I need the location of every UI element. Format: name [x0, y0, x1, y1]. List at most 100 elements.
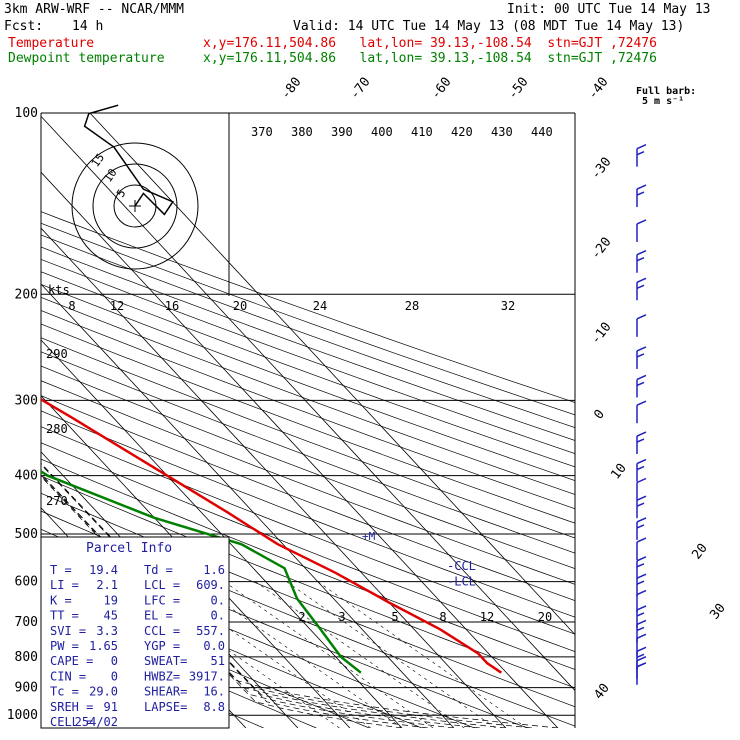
- hodograph-unit-label: kts: [48, 283, 70, 297]
- wind-barb-flag: [636, 633, 647, 639]
- wind-barb-flag: [636, 605, 647, 611]
- mixing-ratio-label: 8: [439, 610, 446, 624]
- parcel-value: 3917.: [189, 669, 225, 683]
- dry-adiabat: [41, 587, 370, 728]
- parcel-value: 3.3: [96, 624, 118, 638]
- isobar-label: 700: [15, 615, 38, 630]
- theta-e-label: 290: [46, 347, 68, 361]
- mixing-ratio-label: 28: [405, 299, 419, 313]
- wind-barb-flag: [636, 556, 647, 562]
- parcel-value: 254/02: [75, 715, 118, 729]
- isotherm-label: -50: [505, 75, 531, 103]
- parcel-label: Td =: [144, 563, 173, 577]
- wind-barb-flag: [636, 477, 647, 484]
- parcel-label: LI =: [50, 578, 79, 592]
- wind-barb-flag: [636, 277, 647, 283]
- isotherm-label: 30: [707, 601, 728, 623]
- wind-barb-flag: [636, 314, 647, 320]
- isobar-label: 200: [15, 287, 38, 302]
- hodograph-ring: [92, 163, 178, 249]
- isotherm-label: -10: [588, 320, 614, 348]
- dry-adiabat: [41, 310, 575, 510]
- dry-adiabat: [41, 410, 575, 618]
- wind-barb-flag: [636, 150, 645, 156]
- dry-adiabat: [41, 297, 575, 495]
- dry-adiabat: [41, 380, 575, 585]
- wind-barb-flag: [636, 257, 645, 262]
- isobar-label: 900: [15, 681, 38, 696]
- parcel-label: Tc =: [50, 685, 79, 699]
- mixing-ratio-label: 32: [501, 299, 515, 313]
- mixing-ratio-label: 3: [338, 610, 345, 624]
- parcel-label: LAPSE=: [144, 700, 187, 714]
- dry-adiabat: [41, 323, 575, 524]
- wind-barb-flag: [636, 646, 647, 653]
- mixing-ratio-label: 12: [480, 610, 494, 624]
- theta-label: 390: [331, 125, 353, 139]
- parcel-label: CIN =: [50, 669, 86, 683]
- mixing-ratio-label: 5: [391, 610, 398, 624]
- dry-adiabat: [41, 234, 575, 428]
- parcel-value: 0.0: [203, 639, 225, 653]
- isobar-label: 100: [15, 106, 38, 121]
- isobar-label: 800: [15, 650, 38, 665]
- wind-barb-flag: [636, 219, 647, 225]
- wind-barb-flag: [636, 537, 647, 543]
- wind-barb-flag: [636, 573, 647, 579]
- theta-e-label: 270: [46, 494, 68, 508]
- mixing-ratio-label: 20: [233, 299, 247, 313]
- wind-barb-flag: [636, 184, 647, 190]
- parcel-value: 19: [104, 593, 118, 607]
- isobar-label: 600: [15, 575, 38, 590]
- parcel-info-title: Parcel Info: [86, 541, 172, 556]
- parcel-value: 51: [211, 654, 225, 668]
- init-time: Init: 00 UTC Tue 14 May 13: [507, 2, 711, 17]
- parcel-label: YGP =: [144, 639, 180, 653]
- dry-adiabat: [41, 475, 575, 689]
- moist-adiabat: [41, 474, 558, 728]
- hodograph-ring-label: 15: [89, 151, 107, 169]
- moist-adiabat: [41, 473, 506, 728]
- hodograph-trace: [83, 104, 174, 216]
- hodograph-ring: [71, 142, 199, 270]
- wind-barb-flag: [636, 662, 647, 668]
- isotherm-label: -70: [347, 75, 373, 103]
- wind-barb-flag: [636, 612, 645, 617]
- parcel-label: T =: [50, 563, 72, 577]
- wind-barb-flag: [636, 495, 647, 501]
- dry-adiabat: [41, 337, 575, 539]
- wind-barb-flag: [636, 346, 647, 352]
- legend-dewpoint-info: x,y=176.11,504.86 lat,lon= 39.13,-108.54…: [203, 51, 657, 66]
- forecast-label: Fcst:: [4, 19, 44, 34]
- wind-barb-flag: [636, 284, 645, 289]
- parcel-value: 1.6: [203, 563, 225, 577]
- mixing-ratio-label: 20: [538, 610, 552, 624]
- dry-adiabat: [41, 222, 575, 416]
- wind-barb-flag: [636, 144, 647, 150]
- parcel-value: 609.: [196, 578, 225, 592]
- parcel-label: TT =: [50, 609, 79, 623]
- parcel-label: LFC =: [144, 593, 180, 607]
- wind-barb-flag: [636, 626, 645, 632]
- parcel-value: 19.4: [89, 563, 118, 577]
- theta-label: 380: [291, 125, 313, 139]
- lfc-marker: +M: [362, 530, 376, 543]
- parcel-value: 2.1: [96, 578, 118, 592]
- parcel-value: 0.: [211, 609, 225, 623]
- dry-adiabat: [41, 395, 575, 601]
- legend-temperature-name: Temperature: [8, 36, 95, 51]
- parcel-value: 16.: [203, 685, 225, 699]
- isobar-label: 1000: [7, 708, 38, 723]
- isotherm-label: 40: [591, 681, 612, 703]
- valid-time: Valid: 14 UTC Tue 14 May 13 (08 MDT Tue …: [293, 19, 685, 34]
- dry-adiabat: [41, 211, 575, 403]
- isobar-label: 300: [15, 393, 38, 408]
- temperature-line: [41, 397, 502, 674]
- isotherm-line: [41, 283, 455, 728]
- isotherm-label: -80: [278, 75, 304, 103]
- parcel-label: EL =: [144, 609, 173, 623]
- mixing-ratio-line: [223, 581, 434, 728]
- wind-barb-flag: [636, 400, 647, 406]
